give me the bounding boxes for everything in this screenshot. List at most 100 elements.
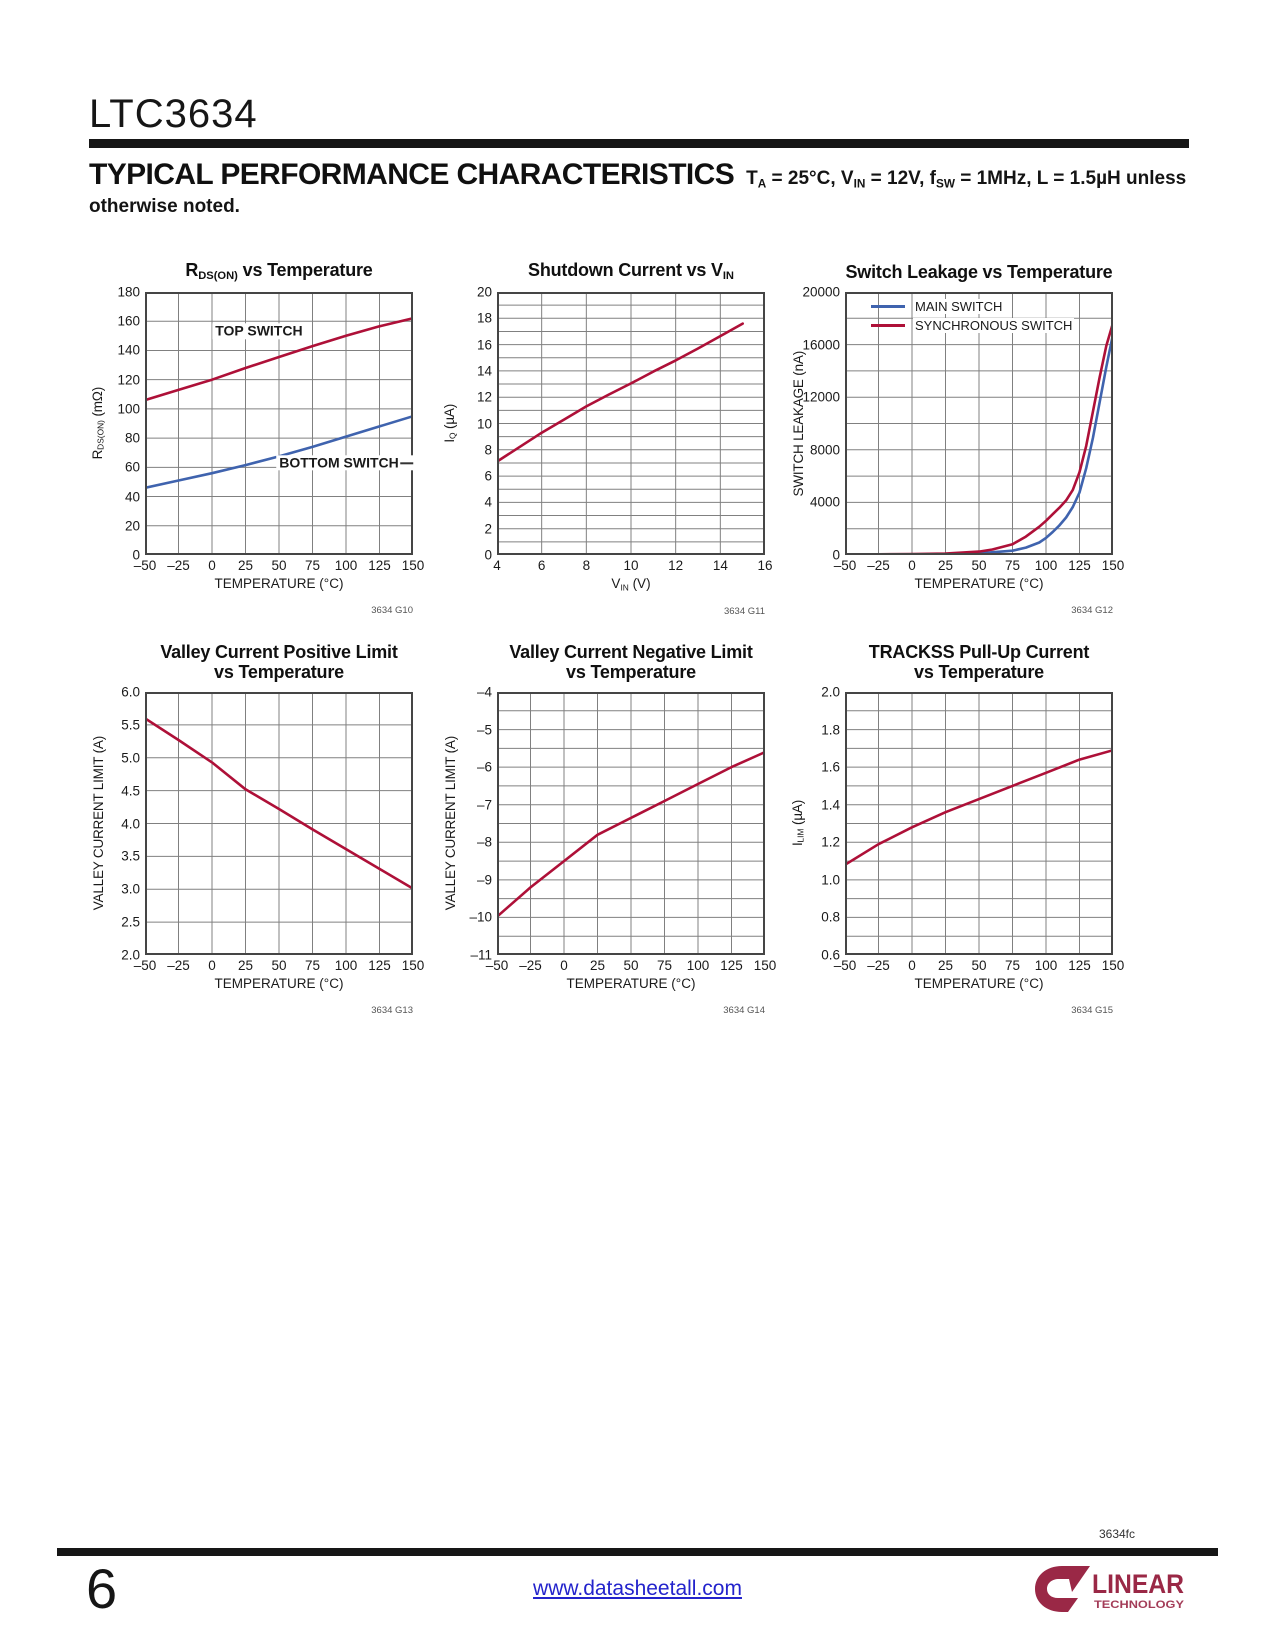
x-tick-label: –25 — [167, 558, 190, 573]
plot-area — [845, 692, 1113, 955]
y-axis-ticks: 0 4000 8000 12000 16000 20000 — [802, 285, 845, 563]
y-tick-label: 14 — [476, 363, 492, 379]
y-tick-label: 0.8 — [821, 909, 840, 925]
x-tick-label: –25 — [167, 958, 190, 973]
x-tick-label: –50 — [485, 958, 509, 973]
footer-link[interactable]: www.datasheetall.com — [533, 1577, 742, 1600]
y-tick-label: 2.0 — [121, 947, 140, 963]
x-tick-label: 100 — [334, 558, 358, 573]
chart-title: TRACKSS Pull-Up Current vs Temperature — [845, 640, 1113, 692]
x-tick-label: 25 — [937, 558, 954, 573]
y-tick-label: 120 — [117, 372, 140, 388]
y-tick-label: 20000 — [802, 284, 840, 300]
x-tick-label: 0 — [908, 558, 916, 573]
x-tick-label: 100 — [686, 958, 710, 973]
y-tick-label: 16 — [476, 337, 492, 353]
y-tick-label: 1.4 — [821, 797, 840, 813]
chart-title-line: Valley Current Positive Limit — [160, 641, 398, 662]
chart-title-line: Valley Current Negative Limit — [509, 641, 753, 662]
x-tick-label: 150 — [1101, 558, 1125, 573]
y-axis-label: VALLEY CURRENT LIMIT (A) — [90, 736, 106, 911]
y-tick-label: –5 — [476, 722, 492, 738]
y-tick-label: 20 — [476, 284, 492, 300]
chart-title-line: Switch Leakage vs Temperature — [845, 262, 1113, 283]
y-axis-label: RDS(ON) (mΩ) — [90, 387, 106, 460]
x-tick-label: 12 — [668, 558, 684, 573]
series-line — [145, 716, 413, 890]
x-tick-label: 125 — [720, 958, 743, 973]
x-tick-label: 125 — [368, 958, 391, 973]
y-tick-label: 16000 — [802, 337, 840, 353]
y-tick-label: 2.0 — [821, 684, 840, 700]
legend-entry: SYNCHRONOUS SWITCH — [871, 318, 1075, 333]
series-line — [145, 316, 413, 402]
y-tick-label: –6 — [476, 759, 492, 775]
y-tick-label: 8000 — [809, 442, 840, 458]
x-tick-label: 50 — [971, 558, 987, 573]
y-tick-label: 3.5 — [121, 848, 140, 864]
plot-area: TOP SWITCH BOTTOM SWITCH — [145, 292, 416, 555]
x-tick-label: 150 — [401, 958, 425, 973]
chart-title-line: vs Temperature — [914, 662, 1044, 683]
x-tick-label: 10 — [623, 558, 639, 573]
legend-label: SYNCHRONOUS SWITCH — [913, 318, 1075, 333]
test-conditions: TA = 25°C, VIN = 12V, fSW = 1MHz, L = 1.… — [746, 168, 1187, 191]
y-tick-label: 140 — [117, 342, 140, 358]
chart-title: Valley Current Positive Limit vs Temperat… — [145, 640, 413, 692]
x-tick-label: –25 — [867, 558, 890, 573]
y-tick-label: 5.0 — [121, 750, 140, 766]
section-title: TYPICAL PERFORMANCE CHARACTERISTICS — [89, 158, 735, 191]
x-tick-label: –50 — [133, 558, 157, 573]
plot-area — [145, 692, 413, 955]
y-axis-ticks: 2.0 2.5 3.0 3.5 4.0 4.5 5.0 5.5 6.0 — [107, 685, 145, 963]
y-tick-label: 10 — [476, 416, 492, 431]
y-axis-ticks: 0.6 0.8 1.0 1.2 1.4 1.6 1.8 2.0 — [807, 685, 845, 963]
graph-id: 3634 G13 — [371, 1005, 413, 1016]
footer-rule — [57, 1548, 1218, 1556]
y-tick-label: 1.2 — [821, 834, 840, 850]
plot-area: MAIN SWITCH SYNCHRONOUS SWITCH — [845, 292, 1113, 555]
y-tick-label: 8 — [484, 442, 492, 458]
y-tick-label: 6 — [484, 468, 492, 484]
y-tick-label: 2 — [484, 521, 492, 537]
chart: Shutdown Current vs VIN IQ (µA) 0 2 4 6 8 10 1… — [441, 250, 793, 617]
y-tick-label: 0 — [132, 547, 140, 563]
y-tick-label: –10 — [469, 909, 492, 925]
graph-id: 3634 G14 — [723, 1005, 765, 1016]
chart-title-line: TRACKSS Pull-Up Current — [868, 641, 1090, 662]
y-tick-label: 20 — [124, 518, 140, 534]
x-axis-ticks: –50 –25 0 25 50 75 100 125 150 — [834, 955, 1125, 973]
part-number: LTC3634 — [89, 92, 258, 136]
x-tick-label: 100 — [1034, 558, 1058, 573]
y-tick-label: 5.5 — [121, 717, 140, 733]
x-tick-label: 75 — [1004, 958, 1021, 973]
y-tick-label: 60 — [124, 459, 140, 475]
y-tick-label: 4 — [484, 494, 492, 510]
x-tick-label: 25 — [589, 958, 606, 973]
x-tick-label: 6 — [537, 558, 546, 573]
x-tick-label: 25 — [937, 958, 954, 973]
logo-technology-text: TECHNOLOGY — [1094, 1599, 1185, 1611]
label-leader-line — [399, 462, 413, 465]
x-axis-label: TEMPERATURE (°C) — [914, 976, 1044, 991]
graph-id: 3634 G10 — [371, 605, 413, 616]
x-tick-label: 0 — [208, 958, 216, 973]
chart: RDS(ON) vs Temperature RDS(ON) (mΩ) 0 20 4… — [89, 250, 441, 616]
x-tick-label: 125 — [1068, 958, 1091, 973]
y-axis-ticks: 0 2 4 6 8 10 12 14 16 18 20 — [459, 285, 497, 563]
chart-title-line: RDS(ON) vs Temperature — [185, 260, 373, 283]
x-axis-label: TEMPERATURE (°C) — [214, 976, 344, 991]
y-tick-label: 1.0 — [821, 872, 840, 888]
y-tick-label: 12000 — [802, 389, 840, 405]
y-tick-label: 100 — [117, 401, 140, 417]
graph-id: 3634 G12 — [1071, 605, 1113, 616]
x-tick-label: 100 — [1034, 958, 1058, 973]
y-tick-label: 180 — [117, 284, 140, 300]
x-tick-label: 150 — [753, 958, 777, 973]
page-number: 6 — [86, 1557, 118, 1620]
doc-code: 3634fc — [1098, 1527, 1135, 1541]
y-tick-label: 0.6 — [821, 947, 840, 963]
chart: Switch Leakage vs Temperature SWITCH LEA… — [789, 250, 1141, 616]
chart: Valley Current Negative Limit vs Temperat… — [441, 640, 793, 1016]
x-tick-label: –25 — [867, 958, 890, 973]
